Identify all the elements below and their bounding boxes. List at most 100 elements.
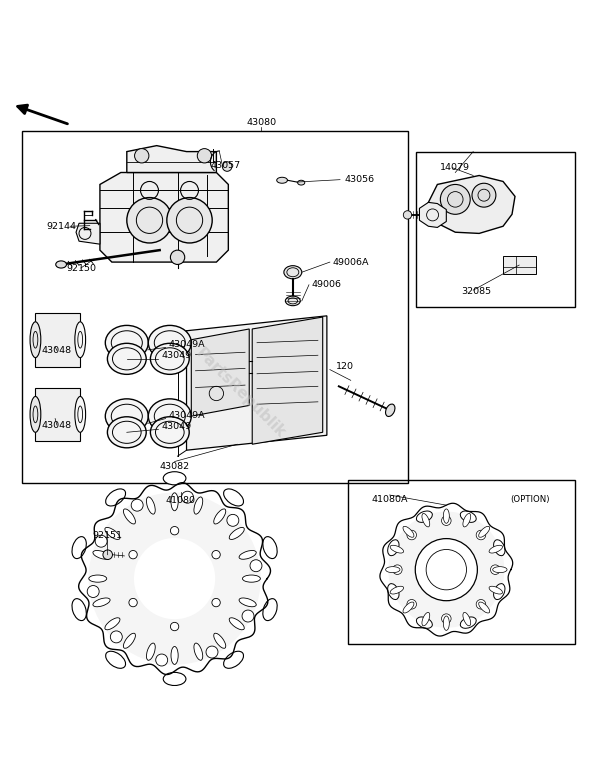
Ellipse shape	[386, 404, 395, 416]
Circle shape	[206, 646, 218, 658]
Ellipse shape	[75, 397, 86, 432]
Ellipse shape	[93, 550, 110, 560]
Text: 43049: 43049	[161, 422, 191, 431]
Ellipse shape	[403, 602, 414, 613]
Circle shape	[134, 538, 215, 619]
Circle shape	[110, 631, 122, 642]
Ellipse shape	[493, 567, 507, 573]
Ellipse shape	[151, 343, 189, 374]
Ellipse shape	[72, 598, 86, 621]
Bar	[416, 152, 575, 307]
Circle shape	[440, 184, 470, 215]
Ellipse shape	[386, 567, 400, 573]
Ellipse shape	[463, 612, 470, 626]
Circle shape	[131, 499, 143, 512]
Text: 43056: 43056	[345, 175, 375, 184]
Bar	[503, 256, 536, 274]
Ellipse shape	[489, 586, 502, 594]
Ellipse shape	[239, 598, 256, 607]
Ellipse shape	[148, 399, 191, 433]
Ellipse shape	[239, 550, 256, 560]
Ellipse shape	[403, 526, 414, 537]
Ellipse shape	[124, 633, 136, 649]
Circle shape	[127, 198, 172, 243]
Text: 14079: 14079	[440, 164, 470, 172]
Text: 41080A: 41080A	[371, 495, 408, 505]
Text: 41080: 41080	[166, 497, 196, 505]
Circle shape	[407, 600, 416, 609]
Ellipse shape	[171, 493, 178, 511]
Polygon shape	[127, 146, 217, 173]
Ellipse shape	[422, 612, 430, 626]
Polygon shape	[252, 317, 323, 444]
Ellipse shape	[494, 539, 505, 556]
Text: 43049: 43049	[161, 351, 191, 360]
Ellipse shape	[30, 397, 41, 432]
Ellipse shape	[443, 616, 449, 630]
Ellipse shape	[214, 633, 226, 649]
Ellipse shape	[30, 322, 41, 357]
Ellipse shape	[163, 472, 186, 485]
Circle shape	[407, 530, 416, 540]
Ellipse shape	[489, 546, 502, 553]
Text: 92150: 92150	[66, 264, 96, 273]
Ellipse shape	[463, 514, 470, 527]
Ellipse shape	[286, 296, 300, 305]
Ellipse shape	[148, 326, 191, 360]
Polygon shape	[187, 316, 327, 450]
Ellipse shape	[105, 618, 120, 630]
Circle shape	[156, 654, 167, 666]
Circle shape	[170, 622, 179, 631]
Ellipse shape	[416, 511, 433, 522]
Bar	[35, 388, 80, 441]
Text: 32085: 32085	[461, 288, 491, 297]
Ellipse shape	[224, 489, 244, 506]
Ellipse shape	[224, 651, 244, 668]
Circle shape	[103, 550, 112, 560]
Circle shape	[442, 614, 451, 623]
Bar	[348, 480, 575, 644]
Ellipse shape	[494, 584, 505, 600]
Ellipse shape	[284, 266, 302, 279]
Ellipse shape	[194, 643, 203, 660]
Circle shape	[129, 550, 137, 559]
Circle shape	[250, 560, 262, 572]
Polygon shape	[76, 223, 100, 244]
Ellipse shape	[460, 511, 476, 522]
Circle shape	[223, 162, 232, 171]
Ellipse shape	[388, 539, 399, 556]
Text: 43082: 43082	[160, 462, 190, 471]
Ellipse shape	[443, 509, 449, 523]
Bar	[35, 313, 80, 367]
Ellipse shape	[93, 598, 110, 607]
Text: 43080: 43080	[246, 118, 276, 127]
Ellipse shape	[388, 584, 399, 600]
Polygon shape	[100, 173, 229, 262]
Ellipse shape	[89, 575, 107, 582]
Circle shape	[167, 198, 212, 243]
Ellipse shape	[72, 536, 86, 559]
Circle shape	[197, 149, 212, 163]
Text: PartsRepublik: PartsRepublik	[193, 346, 288, 441]
Ellipse shape	[277, 177, 287, 183]
Circle shape	[415, 539, 478, 601]
Ellipse shape	[263, 598, 277, 621]
Ellipse shape	[106, 489, 125, 506]
Circle shape	[403, 211, 412, 219]
Ellipse shape	[242, 575, 260, 582]
Ellipse shape	[298, 181, 305, 185]
Circle shape	[476, 600, 486, 609]
Text: 43048: 43048	[42, 421, 72, 429]
Circle shape	[392, 565, 402, 574]
Circle shape	[170, 526, 179, 535]
Ellipse shape	[171, 646, 178, 664]
Ellipse shape	[479, 526, 490, 537]
Circle shape	[212, 598, 220, 607]
Ellipse shape	[479, 602, 490, 613]
Circle shape	[491, 565, 500, 574]
Ellipse shape	[194, 497, 203, 514]
Bar	[22, 131, 407, 483]
Text: 43049A: 43049A	[169, 340, 205, 349]
Circle shape	[472, 183, 496, 207]
Ellipse shape	[106, 399, 148, 433]
